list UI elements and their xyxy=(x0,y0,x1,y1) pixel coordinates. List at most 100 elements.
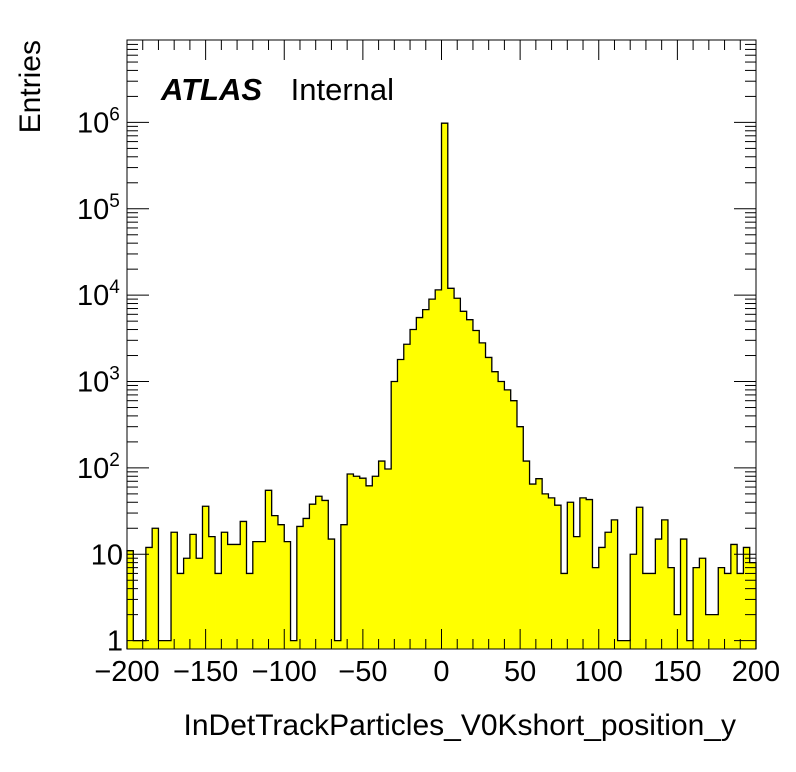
histogram-bin xyxy=(328,539,335,649)
histogram-bin xyxy=(554,505,562,649)
histogram-bin xyxy=(479,342,486,649)
histogram-bin xyxy=(686,640,694,649)
histogram-bin xyxy=(693,567,700,649)
histogram-bin xyxy=(460,311,468,649)
histogram-bin xyxy=(743,547,751,649)
axis-ticks xyxy=(126,39,757,649)
histogram-bin xyxy=(340,524,348,649)
histogram-bin xyxy=(315,496,323,649)
histogram-bin xyxy=(246,573,254,649)
y-tick-label: 106 xyxy=(77,104,120,139)
histogram-bin xyxy=(410,329,417,649)
histogram-bin xyxy=(321,500,329,649)
histogram-bin xyxy=(523,461,530,649)
histogram-bin xyxy=(535,478,543,649)
histogram-bin xyxy=(749,562,757,649)
histogram-bin xyxy=(227,544,235,649)
atlas-label-internal: Internal xyxy=(291,72,394,107)
histogram-outline xyxy=(126,122,757,649)
histogram-bin xyxy=(183,558,191,649)
histogram-bars xyxy=(126,122,757,650)
histogram-bin xyxy=(164,640,172,649)
x-tick-label: 50 xyxy=(504,656,536,688)
histogram-bin xyxy=(359,478,367,649)
histogram-bin xyxy=(259,541,266,649)
histogram-bin xyxy=(133,640,140,649)
histogram-bin xyxy=(271,515,279,649)
histogram-bin xyxy=(498,381,505,649)
histogram-bin xyxy=(202,506,210,649)
x-tick-label: −50 xyxy=(338,656,387,688)
x-tick-label: −150 xyxy=(173,656,238,688)
x-tick-label: −100 xyxy=(252,656,317,688)
histogram-bin xyxy=(145,547,153,649)
histogram-bin xyxy=(718,567,725,649)
histogram-bin xyxy=(372,476,379,649)
histogram-bin xyxy=(655,539,663,649)
histogram-bin xyxy=(611,519,619,649)
histogram-bin xyxy=(730,544,738,649)
histogram-bin xyxy=(485,357,493,649)
histogram-bin xyxy=(416,317,424,649)
histogram-bin xyxy=(221,532,229,649)
histogram-bin xyxy=(573,536,581,649)
histogram-bin xyxy=(435,289,442,649)
histogram-bin xyxy=(303,518,310,649)
x-tick-label: 100 xyxy=(575,656,623,688)
histogram-bin xyxy=(441,123,449,650)
x-tick-label: −200 xyxy=(94,656,159,688)
atlas-label-bold: ATLAS xyxy=(160,72,262,107)
histogram-bin xyxy=(516,426,524,649)
histogram-bin xyxy=(711,614,719,649)
histogram-bin xyxy=(649,573,656,649)
histogram-bin xyxy=(491,371,499,649)
histogram-bin xyxy=(403,344,411,649)
histogram-bin xyxy=(152,528,159,649)
y-tick-label: 103 xyxy=(77,364,120,399)
x-tick-label: 150 xyxy=(653,656,701,688)
y-tick-label: 104 xyxy=(77,277,120,312)
histogram-bin xyxy=(334,640,342,649)
x-axis-title: InDetTrackParticles_V0Kshort_position_y xyxy=(184,709,736,742)
histogram-bin xyxy=(353,476,361,649)
histogram-bin xyxy=(705,614,713,649)
histogram-bin xyxy=(586,499,593,649)
histogram-bin xyxy=(296,526,304,649)
histogram-bin xyxy=(680,539,688,649)
histogram-bin xyxy=(422,309,430,649)
histogram-bin xyxy=(504,389,512,649)
histogram-bin xyxy=(347,473,354,649)
histogram-bin xyxy=(265,490,273,649)
histogram-bin xyxy=(397,359,405,649)
histogram-bin xyxy=(724,573,732,649)
histogram-bin xyxy=(699,558,707,649)
histogram-bin xyxy=(378,461,386,649)
histogram-bin xyxy=(605,532,612,649)
histogram-bin xyxy=(277,524,285,649)
histogram-bin xyxy=(472,330,480,649)
histogram-bin xyxy=(158,640,166,649)
histogram-bin xyxy=(309,504,317,649)
histogram-bin xyxy=(579,497,587,649)
histogram-bin xyxy=(428,299,436,649)
histogram-bin xyxy=(548,497,556,649)
y-tick-label: 105 xyxy=(77,191,120,226)
histogram-bin xyxy=(240,521,247,649)
histogram-bin xyxy=(623,640,631,649)
histogram-bin xyxy=(252,541,260,649)
histogram-bin xyxy=(171,532,178,649)
histogram-bin xyxy=(567,502,574,649)
histogram-bin xyxy=(529,484,537,649)
histogram-bin xyxy=(366,485,373,649)
histogram-bin xyxy=(667,567,675,649)
histogram-bin xyxy=(592,567,600,649)
histogram-bin xyxy=(284,541,291,649)
histogram-bin xyxy=(636,507,644,649)
atlas-label: ATLAS Internal xyxy=(160,72,394,107)
histogram-bin xyxy=(391,381,398,649)
y-tick-labels: 1 10 102 103 104 105 106 xyxy=(77,104,123,657)
histogram-bin xyxy=(454,298,461,649)
histogram-bin xyxy=(466,319,474,649)
histogram-bin xyxy=(233,544,241,649)
